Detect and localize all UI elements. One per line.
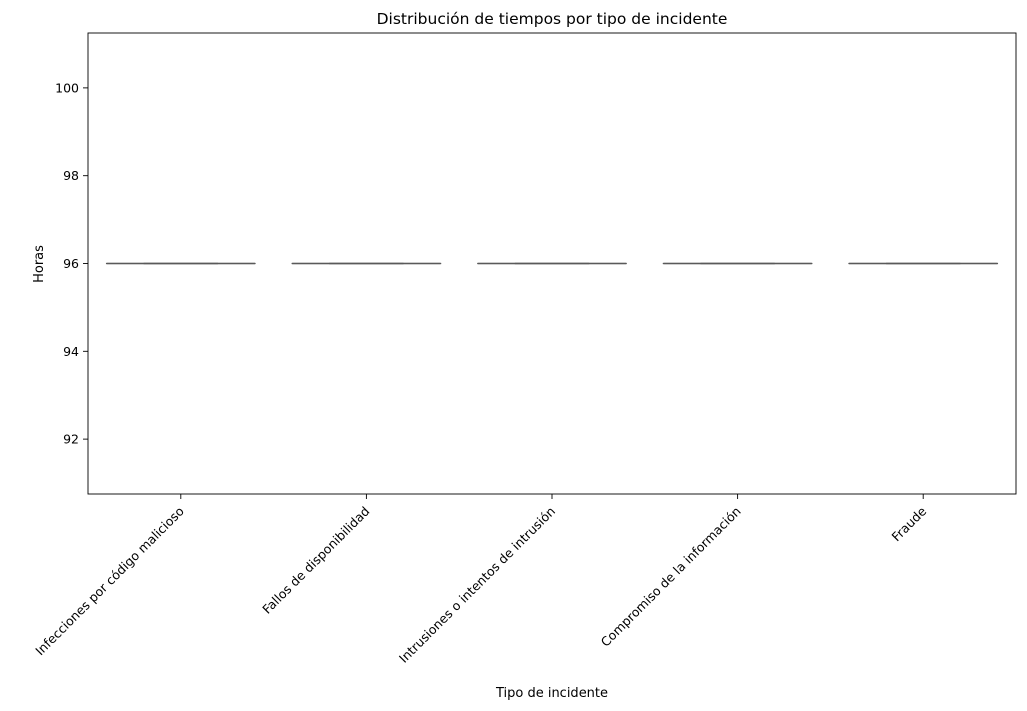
y-axis-label: Horas (32, 245, 47, 283)
x-axis: Infecciones por código malicioso Fallos d… (32, 494, 930, 666)
y-axis: 92 94 96 98 100 (55, 80, 88, 447)
x-tick-label: Fallos de disponibilidad (259, 504, 372, 617)
x-tick-label: Fraude (889, 503, 930, 544)
y-tick-label: 94 (63, 344, 79, 359)
x-tick-label: Compromiso de la información (598, 504, 744, 650)
x-tick-label: Infecciones por código malicioso (32, 504, 187, 659)
y-tick-label: 100 (55, 80, 79, 95)
x-tick-label: Intrusiones o intentos de intrusión (396, 504, 558, 666)
y-tick-label: 96 (63, 256, 79, 271)
chart-title: Distribución de tiempos por tipo de inci… (377, 10, 728, 28)
y-tick-label: 98 (63, 168, 79, 183)
x-axis-label: Tipo de incidente (495, 686, 608, 701)
y-tick-label: 92 (63, 432, 79, 447)
